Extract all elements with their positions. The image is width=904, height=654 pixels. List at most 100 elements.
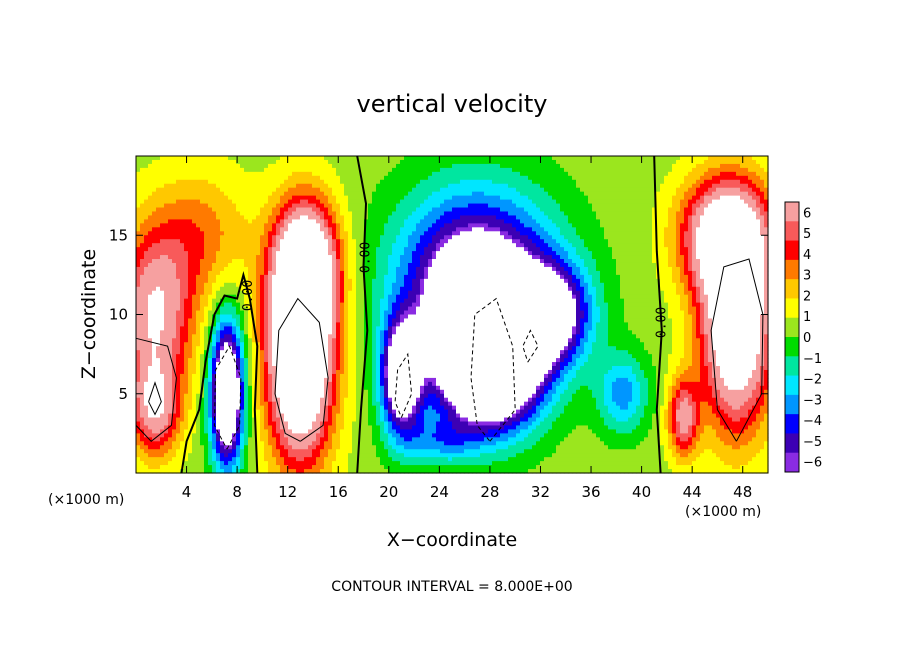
field-cell (312, 362, 317, 367)
field-cell (328, 171, 333, 177)
field-cell (204, 413, 209, 419)
field-cell (236, 310, 241, 316)
field-cell (324, 469, 329, 474)
field-cell (164, 255, 169, 260)
field-cell (256, 381, 261, 387)
field-cell (200, 453, 205, 458)
field-cell (348, 366, 353, 371)
field-cell (168, 437, 173, 442)
field-cell (160, 156, 165, 161)
field-cell (232, 322, 237, 327)
field-cell (284, 433, 289, 438)
field-cell (380, 290, 385, 296)
field-cell (296, 175, 301, 181)
field-cell (240, 286, 245, 292)
field-cell (232, 429, 237, 434)
field-cell (228, 215, 233, 220)
field-cell (176, 425, 181, 431)
field-cell (176, 401, 181, 407)
field-cell (252, 425, 257, 431)
field-cell (292, 191, 297, 197)
field-cell (380, 405, 385, 411)
field-cell (136, 318, 141, 324)
field-cell (180, 445, 185, 450)
field-cell (328, 350, 333, 355)
field-cell (304, 334, 309, 339)
field-cell (216, 413, 221, 419)
field-cell (140, 262, 145, 268)
field-cell (308, 259, 313, 264)
field-cell (236, 369, 241, 375)
field-cell (288, 167, 293, 173)
field-cell (292, 278, 297, 284)
field-cell (160, 270, 165, 276)
field-cell (180, 251, 185, 256)
field-cell (240, 330, 245, 335)
field-cell (384, 235, 389, 240)
field-cell (356, 262, 361, 268)
field-cell (208, 278, 213, 284)
field-cell (324, 377, 329, 383)
field-cell (372, 457, 377, 462)
field-cell (376, 369, 381, 375)
field-cell (332, 369, 337, 375)
field-cell (284, 441, 289, 446)
field-cell (332, 163, 337, 169)
field-cell (252, 195, 257, 201)
field-cell (192, 330, 197, 335)
field-cell (216, 211, 221, 217)
field-cell (140, 362, 145, 367)
field-cell (252, 457, 257, 462)
field-cell (288, 278, 293, 284)
field-cell (304, 171, 309, 177)
field-cell (360, 354, 365, 359)
field-cell (312, 251, 317, 256)
field-cell (364, 457, 369, 462)
field-cell (244, 409, 249, 415)
field-cell (316, 449, 321, 454)
field-cell (280, 318, 285, 324)
field-cell (304, 369, 309, 375)
field-cell (312, 183, 317, 189)
field-cell (196, 215, 201, 220)
field-cell (148, 350, 153, 355)
field-cell (328, 163, 333, 169)
field-cell (284, 330, 289, 335)
field-cell (244, 413, 249, 419)
field-cell (248, 255, 253, 260)
field-cell (164, 354, 169, 359)
field-cell (276, 354, 281, 359)
field-cell (260, 409, 265, 415)
field-cell (180, 298, 185, 304)
field-cell (184, 413, 189, 419)
field-cell (184, 377, 189, 383)
field-cell (352, 306, 357, 312)
field-cell (232, 183, 237, 189)
field-cell (140, 437, 145, 442)
field-cell (308, 266, 313, 272)
field-cell (296, 377, 301, 383)
field-cell (260, 362, 265, 367)
field-cell (232, 278, 237, 284)
field-cell (380, 255, 385, 260)
field-cell (244, 266, 249, 272)
field-cell (168, 405, 173, 411)
field-cell (252, 274, 257, 280)
field-cell (368, 334, 373, 339)
field-cell (140, 195, 145, 201)
field-cell (248, 381, 253, 387)
field-cell (148, 445, 153, 450)
field-cell (160, 266, 165, 272)
field-cell (196, 330, 201, 335)
field-cell (140, 405, 145, 411)
field-cell (220, 310, 225, 316)
field-cell (140, 449, 145, 454)
field-cell (328, 465, 333, 470)
field-cell (256, 318, 261, 324)
field-cell (264, 362, 269, 367)
field-cell (364, 437, 369, 442)
field-cell (276, 373, 281, 379)
field-cell (304, 231, 309, 236)
field-cell (160, 262, 165, 268)
field-cell (304, 247, 309, 252)
